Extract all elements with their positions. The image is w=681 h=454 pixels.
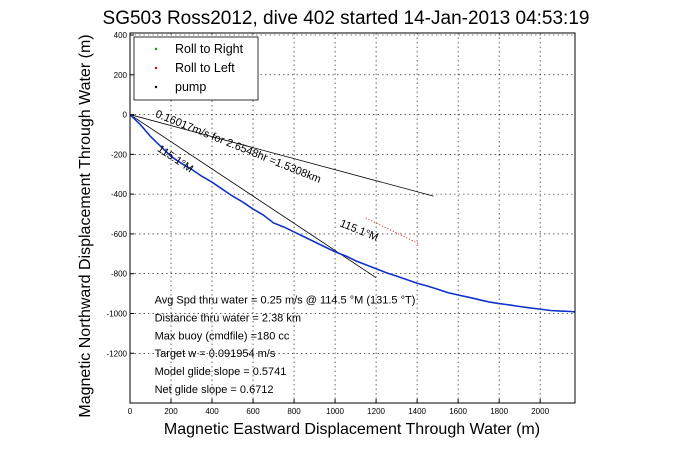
legend-label-2: Roll to Left	[175, 61, 235, 75]
y-tick-label: -1200	[107, 349, 128, 358]
annotation-8: Model glide slope = 0.5741	[155, 366, 287, 378]
legend-label-3: pump	[175, 80, 206, 94]
legend: Roll to Right Roll to Left pump	[133, 36, 259, 101]
x-tick-label: 200	[164, 407, 178, 416]
x-tick-label: 1400	[408, 407, 426, 416]
axes-frame	[129, 32, 576, 404]
annotation-6: Max buoy (cmdfile) =180 cc	[155, 330, 290, 342]
x-tick-label: 2000	[531, 407, 549, 416]
y-tick-label: -400	[111, 190, 128, 199]
plot-area: 0 200 400 600 800 1000 1200 1400 1600 1800 2000400…	[107, 31, 576, 416]
x-axis-label: Magnetic Eastward Displacement Through W…	[164, 421, 540, 438]
series-line-2	[365, 217, 420, 245]
y-tick-label: -200	[111, 150, 128, 159]
x-tick-label: 1800	[490, 407, 508, 416]
legend-marker-3	[154, 85, 158, 89]
y-tick-label: -1000	[107, 309, 128, 318]
x-tick-label: 400	[205, 407, 219, 416]
y-tick-label: 200	[114, 71, 128, 80]
x-tick-label: 1000	[326, 407, 344, 416]
annotation-4: Avg Spd thru water = 0.25 m/s @ 114.5 °M…	[155, 295, 416, 307]
x-tick-label: 1600	[449, 407, 467, 416]
series-line-1	[129, 113, 576, 313]
x-tick-label: 600	[246, 407, 260, 416]
reference-line-2	[129, 114, 377, 279]
reference-line-1	[129, 114, 434, 197]
legend-label-1: Roll to Right	[175, 42, 244, 56]
x-tick-label: 800	[287, 407, 301, 416]
annotation-7: Target w = 0.091954 m/s	[155, 348, 276, 360]
legend-marker-2	[154, 66, 158, 70]
x-tick-label: 1200	[367, 407, 385, 416]
y-tick-label: 400	[114, 31, 128, 40]
x-tick-label: 0	[128, 407, 133, 416]
chart-title: SG503 Ross2012, dive 402 started 14-Jan-…	[103, 8, 590, 29]
y-axis-label: Magnetic Northward Displacement Through …	[77, 34, 94, 417]
annotation-9: Net glide slope = 0.6712	[155, 384, 274, 396]
annotation-5: Distance thru water = 2.38 km	[155, 312, 301, 324]
legend-box	[133, 36, 259, 101]
legend-marker-1	[154, 47, 158, 51]
y-tick-label: -800	[111, 270, 128, 279]
y-tick-label: -600	[111, 230, 128, 239]
y-tick-label: 0	[123, 111, 128, 120]
